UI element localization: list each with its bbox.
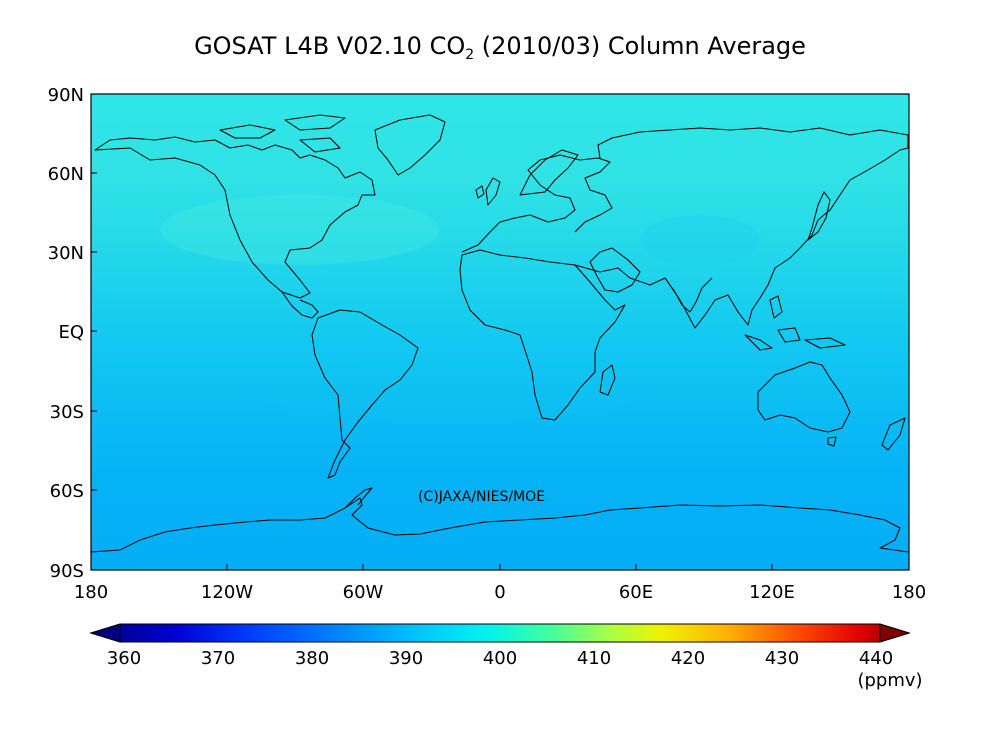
coast-scandinavia	[519, 149, 579, 196]
colorbar-max-arrow	[879, 623, 911, 643]
lon-label-0: 0	[494, 582, 505, 603]
colorbar-tick-420: 420	[671, 648, 705, 669]
chart-title: GOSAT L4B V02.10 CO2 (2010/03) Column Av…	[194, 32, 806, 63]
coast-asia	[574, 127, 909, 329]
coast-se-asia-islands	[744, 295, 846, 351]
lon-label-180-west: 180	[74, 582, 108, 603]
coast-arabia	[589, 247, 641, 293]
field-plume-northern-low	[160, 195, 440, 265]
colorbar-tick-400: 400	[483, 648, 517, 669]
coast-antarctica	[90, 497, 909, 553]
colorbar: 360 370 380 390 400 410 420 430 440 (ppm…	[89, 623, 923, 691]
co2-field	[91, 94, 909, 570]
coast-europe	[461, 154, 613, 253]
coast-greenland	[374, 114, 446, 176]
coast-africa	[459, 249, 626, 421]
lat-label-30s: 30S	[50, 402, 84, 423]
colorbar-tick-390: 390	[389, 648, 423, 669]
colorbar-ticks: 360 370 380 390 400 410 420 430 440	[107, 648, 893, 669]
lon-label-60w: 60W	[343, 582, 384, 603]
lat-label-90s: 90S	[50, 561, 84, 582]
lon-label-120w: 120W	[201, 582, 253, 603]
map-panel: (C)JAXA/NIES/MOE	[90, 93, 910, 571]
lat-axis: 90N 60N 30N EQ 30S 60S 90S	[48, 85, 97, 582]
coast-india	[664, 277, 713, 313]
field-plume-southern	[250, 360, 650, 420]
lon-label-60e: 60E	[619, 582, 653, 603]
lon-label-120e: 120E	[749, 582, 795, 603]
lon-axis: 180 120W 60W 0 60E 120E 180	[74, 564, 926, 603]
lat-label-30n: 30N	[48, 243, 84, 264]
coast-australia	[757, 361, 851, 433]
lon-label-180-east: 180	[892, 582, 926, 603]
colorbar-min-arrow	[89, 623, 121, 643]
lat-label-60n: 60N	[48, 164, 84, 185]
coastlines	[90, 114, 909, 553]
copyright-note: (C)JAXA/NIES/MOE	[418, 489, 545, 505]
colorbar-unit: (ppmv)	[857, 670, 922, 691]
coast-japan	[807, 191, 831, 241]
coast-antarctic-peninsula	[344, 487, 373, 509]
lat-label-60s: 60S	[50, 481, 84, 502]
coast-arctic-islands	[219, 114, 346, 153]
coast-new-zealand	[881, 417, 906, 451]
coast-british-isles	[475, 177, 501, 206]
colorbar-body	[89, 623, 911, 643]
coast-north-america	[94, 136, 376, 299]
colorbar-tick-360: 360	[107, 648, 141, 669]
coast-central-america	[281, 291, 319, 319]
coast-madagascar	[599, 364, 616, 396]
coast-south-america	[311, 309, 419, 479]
colorbar-tick-370: 370	[201, 648, 235, 669]
colorbar-tick-410: 410	[577, 648, 611, 669]
lat-label-90n: 90N	[48, 85, 84, 106]
colorbar-tick-380: 380	[295, 648, 329, 669]
field-plume-asia	[640, 215, 760, 265]
colorbar-tick-440: 440	[859, 648, 893, 669]
colorbar-tick-430: 430	[765, 648, 799, 669]
lat-label-eq: EQ	[58, 322, 84, 343]
coast-tasmania	[827, 436, 837, 447]
